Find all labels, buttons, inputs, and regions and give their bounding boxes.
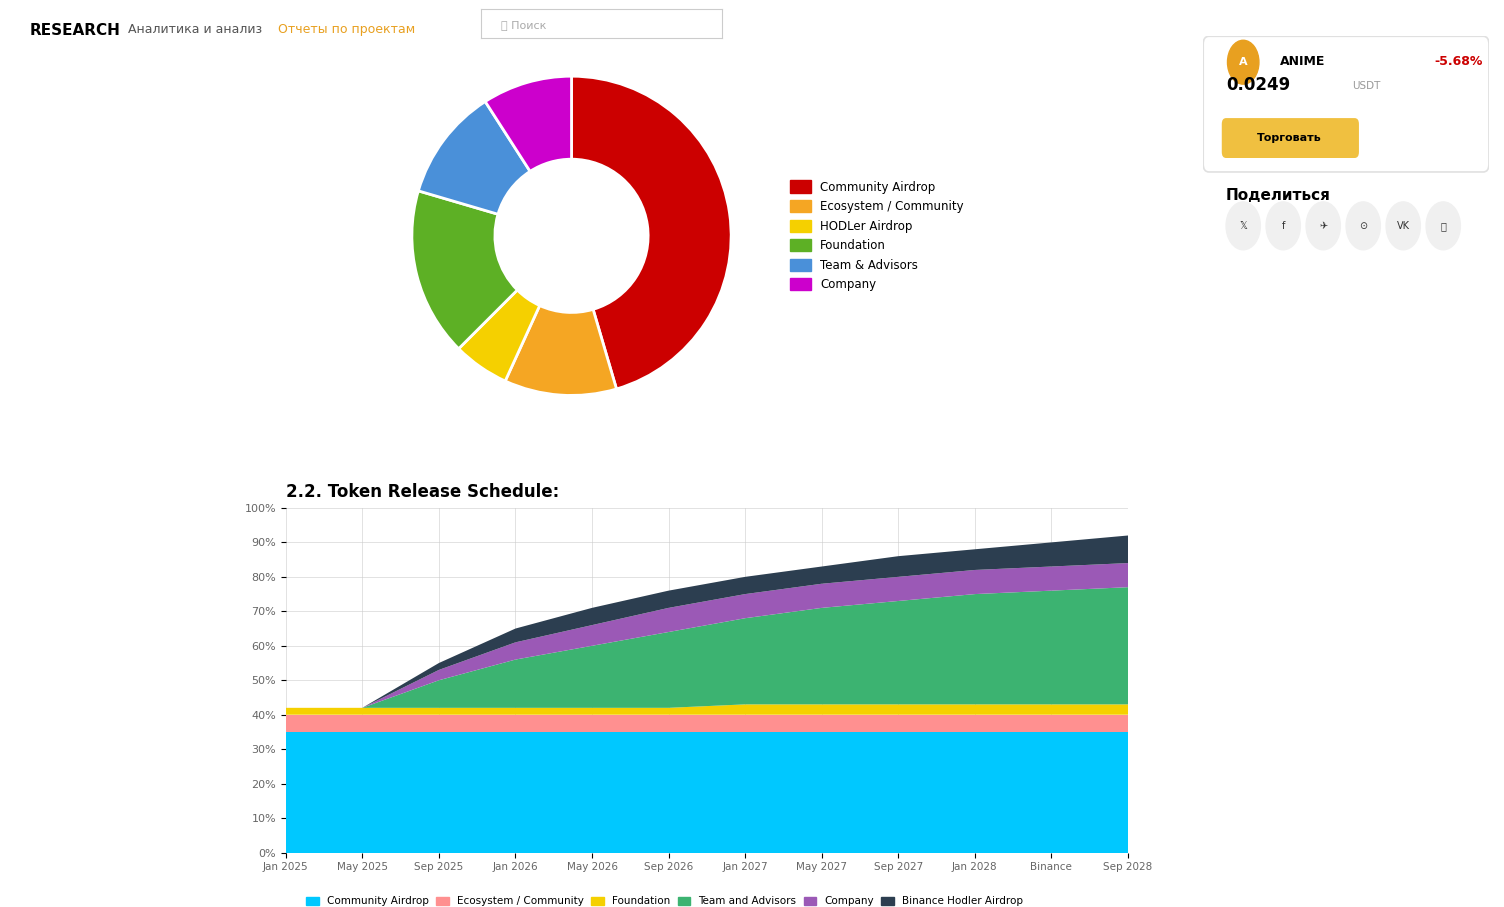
Text: -5.68%: -5.68% xyxy=(1435,55,1483,68)
Wedge shape xyxy=(418,102,529,214)
Circle shape xyxy=(1387,202,1420,249)
Circle shape xyxy=(1226,202,1260,249)
Text: USDT: USDT xyxy=(1352,81,1381,91)
FancyBboxPatch shape xyxy=(1221,118,1360,158)
Circle shape xyxy=(1266,202,1301,249)
Text: Отчеты по проектам: Отчеты по проектам xyxy=(278,23,415,35)
Text: ✈: ✈ xyxy=(1319,220,1328,231)
Text: 0.0249: 0.0249 xyxy=(1226,76,1290,94)
Text: A: A xyxy=(1239,57,1247,67)
Wedge shape xyxy=(572,76,731,389)
Wedge shape xyxy=(505,306,617,395)
Circle shape xyxy=(1305,202,1340,249)
Text: ANIME: ANIME xyxy=(1280,55,1325,68)
Text: Торговать: Торговать xyxy=(1256,133,1322,143)
Text: Поделиться: Поделиться xyxy=(1226,189,1331,203)
Text: ⊙: ⊙ xyxy=(1360,220,1367,231)
Text: f: f xyxy=(1281,220,1284,231)
Text: 微: 微 xyxy=(1441,220,1447,231)
FancyBboxPatch shape xyxy=(1203,36,1489,172)
Wedge shape xyxy=(486,76,572,171)
Wedge shape xyxy=(459,290,540,381)
Circle shape xyxy=(1227,40,1259,84)
Text: 2.2. Token Release Schedule:: 2.2. Token Release Schedule: xyxy=(286,483,559,501)
Circle shape xyxy=(1346,202,1381,249)
Text: 🔍 Поиск: 🔍 Поиск xyxy=(501,20,546,30)
Wedge shape xyxy=(412,190,517,348)
Circle shape xyxy=(1426,202,1460,249)
Legend: Community Airdrop, Ecosystem / Community, Foundation, Team and Advisors, Company: Community Airdrop, Ecosystem / Community… xyxy=(302,892,1027,907)
Text: VK: VK xyxy=(1397,220,1409,231)
Text: 𝕏: 𝕏 xyxy=(1239,220,1247,231)
Legend: Community Airdrop, Ecosystem / Community, HODLer Airdrop, Foundation, Team & Adv: Community Airdrop, Ecosystem / Community… xyxy=(785,176,969,296)
Text: RESEARCH: RESEARCH xyxy=(30,23,120,38)
Text: Аналитика и анализ: Аналитика и анализ xyxy=(128,23,262,35)
